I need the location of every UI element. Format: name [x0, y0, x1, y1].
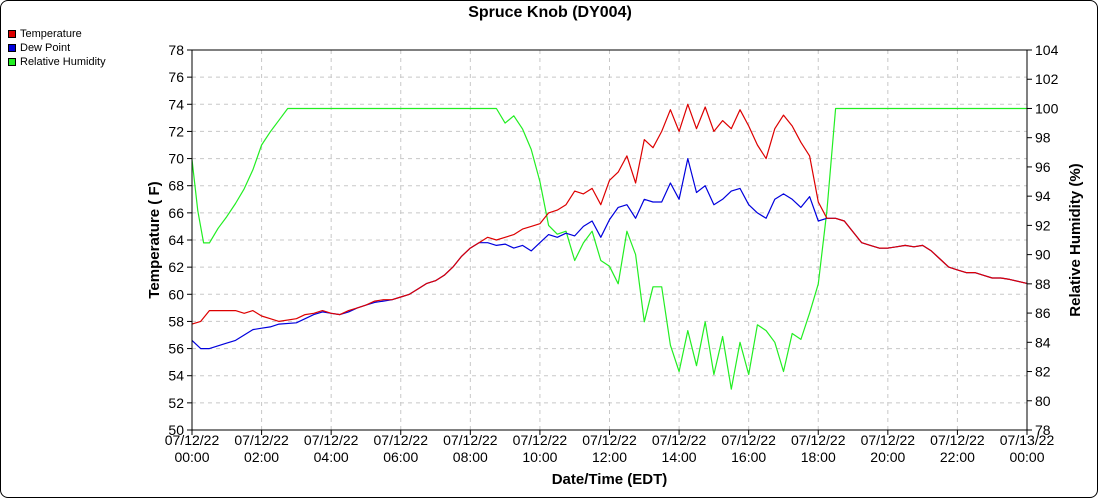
- y-tick-label-left: 68: [168, 178, 184, 194]
- y-tick-label-left: 74: [168, 96, 184, 112]
- legend-swatch-relative-humidity: [8, 58, 16, 66]
- y-tick-label-right: 92: [1035, 217, 1051, 233]
- x-tick-label-date: 07/12/22: [721, 432, 776, 448]
- x-tick-label-date: 07/12/22: [930, 432, 985, 448]
- y-tick-label-right: 104: [1035, 42, 1059, 58]
- x-tick-label-time: 00:00: [1009, 449, 1044, 465]
- x-tick-label-date: 07/12/22: [513, 432, 568, 448]
- legend-item-temperature: Temperature: [8, 27, 106, 41]
- x-tick-label-date: 07/12/22: [443, 432, 498, 448]
- legend-label-temperature: Temperature: [20, 28, 82, 40]
- y-tick-label-right: 80: [1035, 393, 1051, 409]
- legend-swatch-temperature: [8, 30, 16, 38]
- y-tick-label-left: 62: [168, 259, 184, 275]
- x-tick-label-time: 18:00: [801, 449, 836, 465]
- x-tick-label-date: 07/12/22: [582, 432, 637, 448]
- x-tick-label-time: 00:00: [174, 449, 209, 465]
- series-line-temperature: [191, 103, 1028, 325]
- series-line-relative-humidity: [191, 107, 1027, 390]
- legend-item-dew-point: Dew Point: [8, 41, 106, 55]
- y-tick-label-right: 88: [1035, 276, 1051, 292]
- x-tick-label-date: 07/12/22: [374, 432, 429, 448]
- y-tick-label-left: 50: [168, 422, 184, 438]
- x-tick-label-time: 04:00: [314, 449, 349, 465]
- legend-item-relative-humidity: Relative Humidity: [8, 55, 106, 69]
- y-tick-label-left: 52: [168, 395, 184, 411]
- y-tick-label-right: 86: [1035, 305, 1051, 321]
- x-axis-title: Date/Time (EDT): [552, 471, 668, 488]
- y-tick-label-left: 70: [168, 151, 184, 167]
- y-tick-label-left: 56: [168, 341, 184, 357]
- x-tick-label-date: 07/12/22: [165, 432, 220, 448]
- y-tick-label-right: 100: [1035, 100, 1059, 116]
- series-lines: [191, 103, 1028, 390]
- y-tick-label-left: 64: [168, 232, 184, 248]
- legend-label-relative-humidity: Relative Humidity: [20, 56, 106, 68]
- x-tick-label-time: 02:00: [244, 449, 279, 465]
- y-tick-label-right: 102: [1035, 71, 1059, 87]
- y-tick-label-left: 66: [168, 205, 184, 221]
- y-tick-label-left: 78: [168, 42, 184, 58]
- x-tick-label-date: 07/12/22: [861, 432, 916, 448]
- x-tick-label-time: 20:00: [870, 449, 905, 465]
- x-tick-label-date: 07/13/22: [1000, 432, 1055, 448]
- y-tick-label-right: 84: [1035, 334, 1051, 350]
- x-tick-label-date: 07/12/22: [791, 432, 846, 448]
- x-tick-label-time: 06:00: [383, 449, 418, 465]
- y-tick-label-right: 90: [1035, 247, 1051, 263]
- y-axis-title-left: Temperature ( F): [146, 181, 163, 298]
- x-tick-label-time: 16:00: [731, 449, 766, 465]
- y-tick-label-left: 72: [168, 123, 184, 139]
- y-tick-label-left: 58: [168, 313, 184, 329]
- legend-swatch-dew-point: [8, 44, 16, 52]
- x-tick-label-date: 07/12/22: [304, 432, 359, 448]
- y-tick-label-right: 98: [1035, 130, 1051, 146]
- x-tick-label-time: 12:00: [592, 449, 627, 465]
- y-tick-label-right: 94: [1035, 188, 1051, 204]
- x-tick-label-time: 10:00: [522, 449, 557, 465]
- chart-title: Spruce Knob (DY004): [468, 4, 632, 21]
- legend: Temperature Dew Point Relative Humidity: [8, 27, 106, 69]
- x-tick-label-date: 07/12/22: [234, 432, 289, 448]
- axis-ticks: 07/12/2200:0007/12/2202:0007/12/2204:000…: [165, 42, 1059, 465]
- y-tick-label-right: 96: [1035, 159, 1051, 175]
- y-tick-label-left: 76: [168, 69, 184, 85]
- y-tick-label-left: 54: [168, 368, 184, 384]
- y-tick-label-left: 60: [168, 286, 184, 302]
- x-tick-label-date: 07/12/22: [652, 432, 707, 448]
- x-tick-label-time: 08:00: [453, 449, 488, 465]
- y-axis-title-right: Relative Humidity (%): [1067, 163, 1084, 316]
- grid: [191, 49, 1028, 431]
- x-tick-label-time: 14:00: [662, 449, 697, 465]
- x-tick-label-time: 22:00: [940, 449, 975, 465]
- legend-label-dew-point: Dew Point: [20, 42, 71, 54]
- y-tick-label-right: 82: [1035, 364, 1051, 380]
- y-tick-label-right: 78: [1035, 422, 1051, 438]
